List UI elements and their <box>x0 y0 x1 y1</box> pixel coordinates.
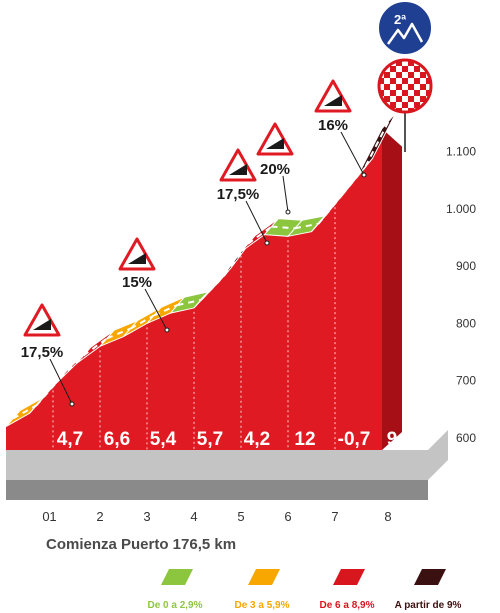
legend-label: A partir de 9% <box>395 600 462 611</box>
y-tick-label: 1.100 <box>446 145 476 159</box>
annotation-label: 20% <box>260 161 290 178</box>
annotation-label: 15% <box>122 274 152 291</box>
annotation-leader <box>282 175 289 213</box>
y-axis: 600 700 800 900 1.000 1.100 <box>446 145 476 446</box>
km-divider-lines <box>52 207 336 450</box>
x-tick-label: 7 <box>331 509 338 524</box>
segment-slopes: 4,7 6,6 5,4 5,7 4,2 12 -0,7 9,5 <box>57 429 414 450</box>
x-tick-label: 5 <box>237 509 244 524</box>
annotation-leader <box>49 358 73 405</box>
segment-slope-label: 9,5 <box>387 429 414 450</box>
ribbon-centre-line <box>12 404 37 420</box>
y-tick-label: 1.000 <box>446 202 476 216</box>
ribbon-centre-line <box>247 225 273 245</box>
annotation-label: 16% <box>318 117 348 134</box>
ribbon-centre-line <box>294 222 319 230</box>
x-tick-label: 6 <box>284 509 291 524</box>
annotation-point <box>285 209 291 215</box>
ribbon-centre-line <box>82 337 108 357</box>
gradient-warning-icon <box>118 237 156 271</box>
y-tick-label: 900 <box>456 259 476 273</box>
legend-swatch <box>161 569 193 585</box>
annotation-point <box>69 401 75 407</box>
segment-slope-label: 6,6 <box>104 429 130 450</box>
gradient-ribbon <box>5 112 397 427</box>
segment-slope-label: -0,7 <box>338 429 371 450</box>
annotation-leader <box>144 288 168 331</box>
legend-swatch <box>333 569 365 585</box>
finish-flag-icon <box>377 58 433 152</box>
gradient-annotations: 17,5%15%17,5%20%16% <box>21 79 367 407</box>
x-tick-label: 1 <box>49 509 56 524</box>
legend-swatch <box>414 569 446 585</box>
gradient-warning-icon <box>23 303 61 337</box>
legend-swatch <box>248 569 280 585</box>
annotation-leader <box>340 131 365 176</box>
ribbon-centre-line <box>177 298 202 307</box>
category-badge-text: 2ª <box>394 12 406 27</box>
profile-side <box>382 128 402 450</box>
legend-label: De 6 a 8,9% <box>319 600 374 611</box>
x-tick-label: 4 <box>190 509 197 524</box>
ribbon-centre-line <box>35 377 61 407</box>
ribbon-centre-line <box>271 225 296 230</box>
annotation-label: 17,5% <box>217 186 260 203</box>
y-tick-label: 800 <box>456 316 476 330</box>
legend-label: De 3 a 5,9% <box>234 600 289 611</box>
annotation-point <box>361 172 367 178</box>
annotation-point <box>164 327 170 333</box>
y-tick-label: 600 <box>456 431 476 445</box>
annotation-label: 17,5% <box>21 344 64 361</box>
x-tick-label: 2 <box>96 509 103 524</box>
ribbon-centre-line <box>200 274 226 301</box>
profile-area <box>6 128 382 450</box>
y-tick-label: 700 <box>456 374 476 388</box>
base-strip <box>6 430 448 500</box>
segment-slope-label: 4,2 <box>244 429 270 450</box>
gradient-warning-icon <box>256 122 294 156</box>
ribbon-centre-line <box>130 314 155 330</box>
x-tick-label: 8 <box>384 509 391 524</box>
annotation-point <box>264 240 270 246</box>
gradient-warning-icon <box>314 79 352 113</box>
gradient-warning-icon <box>219 148 257 182</box>
category-climb-icon: 2ª <box>377 0 433 56</box>
segment-slope-label: 12 <box>294 429 315 450</box>
start-label: Comienza Puerto 176,5 km <box>46 536 236 553</box>
legend-label: De 0 a 2,9% <box>147 600 202 611</box>
ribbon-centre-line <box>364 120 390 167</box>
segment-slope-label: 5,7 <box>197 429 223 450</box>
x-tick-label: 0 <box>42 509 49 524</box>
x-tick-label: 3 <box>143 509 150 524</box>
ribbon-centre-line <box>106 327 131 340</box>
segment-slope-label: 5,4 <box>150 429 177 450</box>
legend: De 0 a 2,9% De 3 a 5,9% De 6 a 8,9% A parti… <box>147 569 462 611</box>
annotation-leader <box>245 200 268 244</box>
profile-fill <box>6 128 402 450</box>
segment-slope-label: 4,7 <box>57 429 83 450</box>
